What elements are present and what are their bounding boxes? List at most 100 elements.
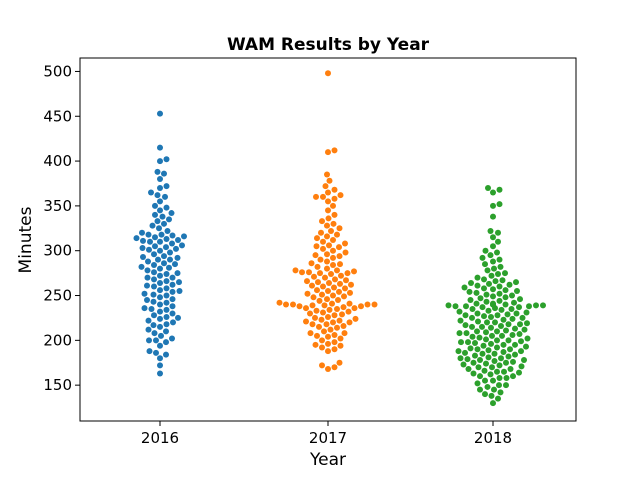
data-point-2018-175 [490, 189, 496, 196]
data-point-2017-65 [325, 288, 331, 295]
data-point-2016-83 [163, 236, 170, 243]
data-point-2017-1 [331, 364, 338, 371]
data-point-2017-124 [320, 193, 326, 200]
data-point-2018-133 [490, 293, 496, 300]
data-point-2017-73 [326, 279, 332, 286]
data-point-2018-22 [481, 367, 488, 374]
data-point-2016-89 [145, 231, 152, 238]
data-point-2017-36 [320, 309, 326, 316]
data-point-2016-110 [161, 170, 167, 177]
data-point-2018-171 [487, 227, 494, 234]
data-point-2018-161 [490, 258, 496, 265]
data-point-2018-150 [492, 278, 499, 285]
data-point-2018-13 [496, 374, 503, 381]
data-point-2016-71 [157, 247, 163, 254]
data-point-2016-63 [145, 258, 151, 265]
data-point-2017-68 [331, 284, 337, 291]
data-point-2017-127 [325, 189, 331, 196]
data-point-2017-103 [336, 244, 342, 251]
data-point-2017-44 [296, 303, 303, 310]
data-point-2018-134 [509, 292, 515, 299]
data-point-2018-57 [500, 341, 507, 348]
data-point-2018-75 [456, 330, 463, 337]
data-point-2018-82 [488, 324, 494, 331]
data-point-2017-99 [324, 251, 330, 258]
data-point-2017-96 [330, 254, 336, 261]
data-point-2017-131 [324, 171, 330, 178]
data-point-2017-27 [303, 318, 309, 325]
data-point-2016-114 [157, 144, 163, 151]
data-point-2017-50 [283, 301, 289, 308]
data-point-2018-149 [513, 279, 519, 286]
data-point-2016-81 [140, 237, 146, 244]
y-axis: 150 200 250 300 350 400 450 500 [43, 62, 80, 394]
data-point-2018-120 [502, 301, 509, 308]
data-point-2017-42 [351, 305, 358, 312]
data-point-2018-96 [469, 314, 475, 321]
data-point-2018-138 [466, 288, 473, 295]
data-point-2017-117 [319, 218, 325, 225]
data-point-2017-132 [325, 149, 331, 156]
data-point-2016-55 [151, 269, 157, 276]
data-point-2016-104 [162, 193, 168, 200]
data-point-2018-48 [518, 348, 524, 355]
data-point-2017-94 [324, 258, 330, 265]
data-point-2017-100 [342, 249, 349, 256]
data-point-2018-19 [516, 369, 522, 376]
data-point-2017-70 [309, 282, 315, 289]
chart-title: WAM Results by Year [227, 35, 430, 55]
data-point-2018-118 [445, 302, 452, 309]
data-point-2017-58 [310, 294, 317, 301]
data-point-2017-89 [324, 265, 330, 272]
data-point-2016-111 [154, 168, 161, 175]
data-point-2018-65 [505, 337, 512, 344]
data-point-2017-6 [319, 344, 325, 351]
data-point-2016-22 [163, 314, 170, 321]
data-point-2017-129 [322, 183, 329, 190]
data-point-2018-51 [474, 346, 481, 353]
data-point-2017-26 [346, 319, 353, 326]
data-point-2018-169 [490, 234, 496, 241]
data-point-2018-91 [484, 319, 490, 326]
data-point-2017-14 [314, 332, 320, 339]
data-point-2016-79 [157, 238, 163, 245]
data-point-2016-25 [157, 308, 163, 315]
x-tick-label: 2018 [474, 429, 512, 447]
data-point-2017-16 [341, 330, 348, 337]
data-point-2018-83 [479, 323, 485, 330]
data-point-2018-21 [501, 368, 507, 375]
data-point-2016-2 [157, 355, 163, 362]
data-point-2017-83 [344, 270, 351, 277]
data-point-2016-39 [169, 288, 176, 295]
y-tick-label: 200 [43, 331, 72, 349]
data-point-2016-35 [157, 294, 163, 301]
data-point-2016-6 [157, 342, 163, 349]
data-point-2017-107 [320, 238, 326, 245]
data-point-2016-92 [156, 225, 162, 232]
data-point-2017-69 [320, 283, 326, 290]
data-point-2016-64 [155, 256, 161, 263]
data-point-2018-147 [486, 280, 492, 287]
data-point-2017-56 [335, 297, 341, 303]
data-point-2018-46 [462, 349, 468, 356]
data-point-2017-79 [311, 273, 317, 280]
data-point-2018-116 [452, 303, 459, 310]
data-point-2016-100 [157, 207, 163, 214]
data-point-2016-107 [157, 184, 163, 191]
data-point-2018-85 [498, 322, 504, 329]
data-point-2017-41 [303, 305, 309, 312]
data-point-2018-64 [494, 337, 500, 344]
data-point-2016-13 [163, 328, 169, 335]
data-point-2018-8 [496, 382, 502, 389]
data-point-2018-33 [510, 358, 516, 365]
data-point-2016-65 [167, 256, 173, 263]
data-point-2018-128 [496, 297, 503, 304]
data-point-2017-88 [292, 267, 299, 274]
data-point-2018-139 [514, 288, 520, 295]
data-point-2018-160 [482, 261, 488, 268]
data-point-2017-24 [309, 321, 316, 328]
data-point-2018-98 [488, 314, 494, 321]
data-point-2017-71 [348, 281, 354, 288]
data-point-2018-52 [507, 346, 513, 353]
data-point-2017-122 [325, 198, 331, 205]
